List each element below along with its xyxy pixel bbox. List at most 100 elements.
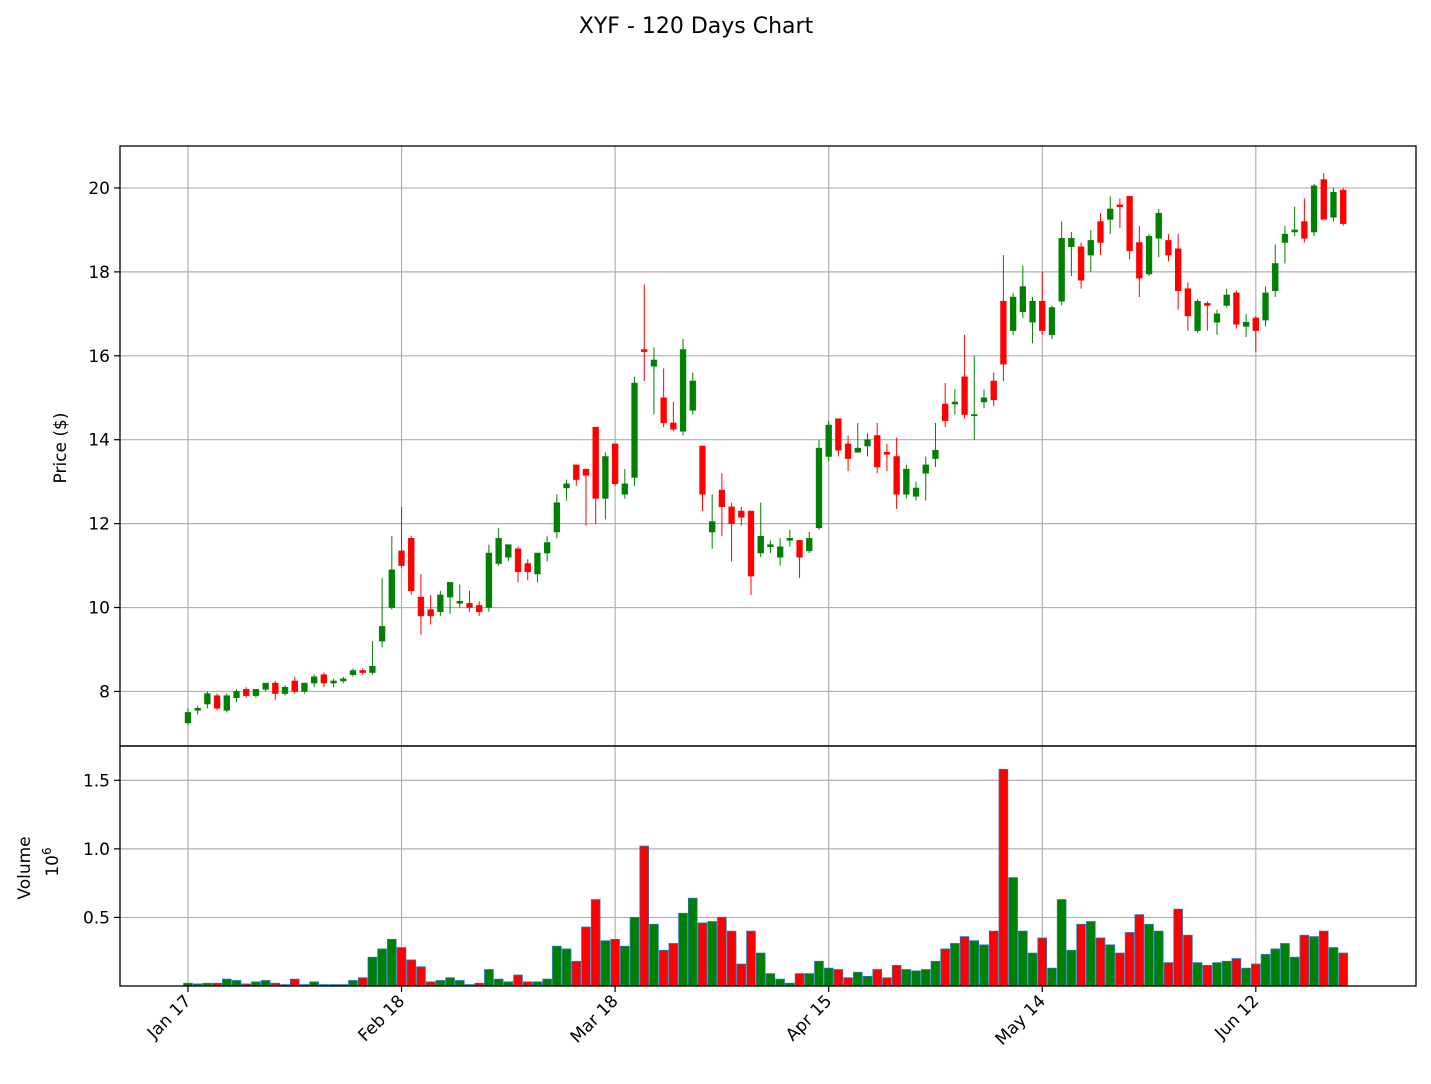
volume-bar bbox=[930, 960, 941, 987]
candle-body bbox=[213, 695, 221, 709]
volume-grid bbox=[120, 746, 1416, 986]
volume-bar bbox=[959, 936, 970, 987]
volume-bar bbox=[901, 969, 912, 987]
candle-body bbox=[1136, 242, 1143, 279]
candle-body bbox=[1242, 321, 1250, 327]
candle-body bbox=[602, 456, 609, 499]
volume-bar bbox=[755, 952, 766, 987]
candle-body bbox=[1155, 212, 1162, 239]
candle-body bbox=[1058, 238, 1065, 302]
candle-body bbox=[1194, 300, 1201, 331]
candle-body bbox=[796, 540, 803, 558]
candle-body bbox=[757, 535, 764, 554]
candle-body bbox=[1340, 189, 1347, 224]
candle-body bbox=[320, 674, 328, 684]
price-tick-label: 18 bbox=[88, 263, 110, 283]
candle-body bbox=[1039, 300, 1046, 331]
candle-body bbox=[1019, 286, 1026, 312]
candle-body bbox=[573, 464, 580, 480]
candle-body bbox=[990, 380, 997, 401]
candle-body bbox=[747, 510, 755, 577]
price-tick-label: 10 bbox=[88, 599, 110, 619]
volume-bar bbox=[1027, 952, 1038, 987]
candle-body bbox=[466, 603, 473, 608]
volume-bar bbox=[1241, 967, 1251, 987]
volume-bar bbox=[1231, 958, 1242, 987]
candle-body bbox=[951, 401, 959, 405]
volume-bar bbox=[1153, 930, 1164, 987]
candle-body bbox=[709, 521, 716, 533]
candle-body bbox=[1145, 235, 1153, 275]
candle-body bbox=[437, 594, 444, 612]
volume-bar bbox=[1076, 923, 1086, 987]
volume-bar bbox=[1105, 944, 1115, 987]
volume-bar bbox=[357, 977, 368, 987]
price-axis-label: Price ($) bbox=[51, 413, 71, 484]
volume-bar bbox=[940, 948, 950, 987]
candle-body bbox=[776, 546, 784, 558]
volume-bar bbox=[1289, 956, 1300, 987]
candle-body bbox=[301, 682, 308, 692]
volume-bar bbox=[1309, 936, 1319, 987]
volume-bar bbox=[697, 922, 708, 987]
candle-body bbox=[340, 678, 347, 682]
volume-bar bbox=[668, 943, 679, 987]
price-tick-label: 8 bbox=[99, 682, 110, 702]
volume-multiplier-exponent: 6 bbox=[40, 847, 54, 855]
volume-bar bbox=[377, 948, 387, 987]
volume-bar bbox=[823, 967, 834, 987]
candle-body bbox=[718, 489, 726, 508]
volume-bar bbox=[348, 980, 358, 987]
candle-body bbox=[514, 548, 522, 573]
candle-body bbox=[233, 691, 240, 698]
candle-body bbox=[660, 397, 667, 424]
candle-body bbox=[1330, 191, 1337, 218]
volume-bar bbox=[367, 956, 378, 987]
volume-bar bbox=[862, 976, 873, 987]
volume-bar bbox=[513, 974, 523, 987]
volume-bar bbox=[639, 845, 649, 987]
candle-body bbox=[184, 712, 192, 724]
volume-bar bbox=[445, 977, 455, 987]
volume-bar bbox=[736, 963, 747, 987]
candle-body bbox=[1262, 292, 1269, 321]
candle-body bbox=[1233, 292, 1240, 325]
candle-body bbox=[912, 487, 920, 497]
candle-body bbox=[1000, 300, 1007, 365]
volume-bar bbox=[396, 947, 407, 987]
volume-bar bbox=[1260, 954, 1271, 987]
volume-bar bbox=[1270, 948, 1281, 987]
candle-body bbox=[961, 376, 968, 415]
volume-bar bbox=[920, 969, 931, 987]
volume-bar bbox=[911, 970, 921, 987]
candle-body bbox=[1320, 179, 1327, 220]
candle-body bbox=[194, 707, 201, 711]
candle-body bbox=[689, 380, 696, 411]
volume-bar bbox=[571, 960, 582, 987]
volume-bar bbox=[600, 940, 611, 987]
volume-bar bbox=[561, 948, 572, 987]
volume-bar bbox=[406, 959, 417, 987]
volume-bar bbox=[1299, 934, 1310, 987]
volume-bar bbox=[416, 966, 426, 987]
volume-bar bbox=[1047, 967, 1057, 987]
candle-body bbox=[1107, 208, 1114, 220]
candle-body bbox=[738, 510, 745, 518]
candle-body bbox=[1077, 246, 1085, 281]
candle-body bbox=[1291, 229, 1298, 233]
candle-body bbox=[272, 682, 279, 694]
candle-body bbox=[980, 397, 988, 403]
volume-tick-label: 1.5 bbox=[83, 771, 110, 791]
candle-body bbox=[204, 693, 211, 705]
candle-body bbox=[835, 418, 842, 451]
volume-bar bbox=[1173, 908, 1183, 987]
candle-body bbox=[563, 483, 570, 489]
volume-bar bbox=[649, 923, 659, 987]
volume-bar bbox=[1095, 937, 1106, 987]
price-y-axis: 8 10 12 14 16 18 20 bbox=[88, 179, 120, 702]
volume-y-axis: 0.5 1.0 1.5 bbox=[83, 771, 120, 928]
candle-body bbox=[1116, 204, 1124, 208]
candle-body bbox=[650, 359, 658, 367]
candle-body bbox=[1252, 317, 1259, 331]
